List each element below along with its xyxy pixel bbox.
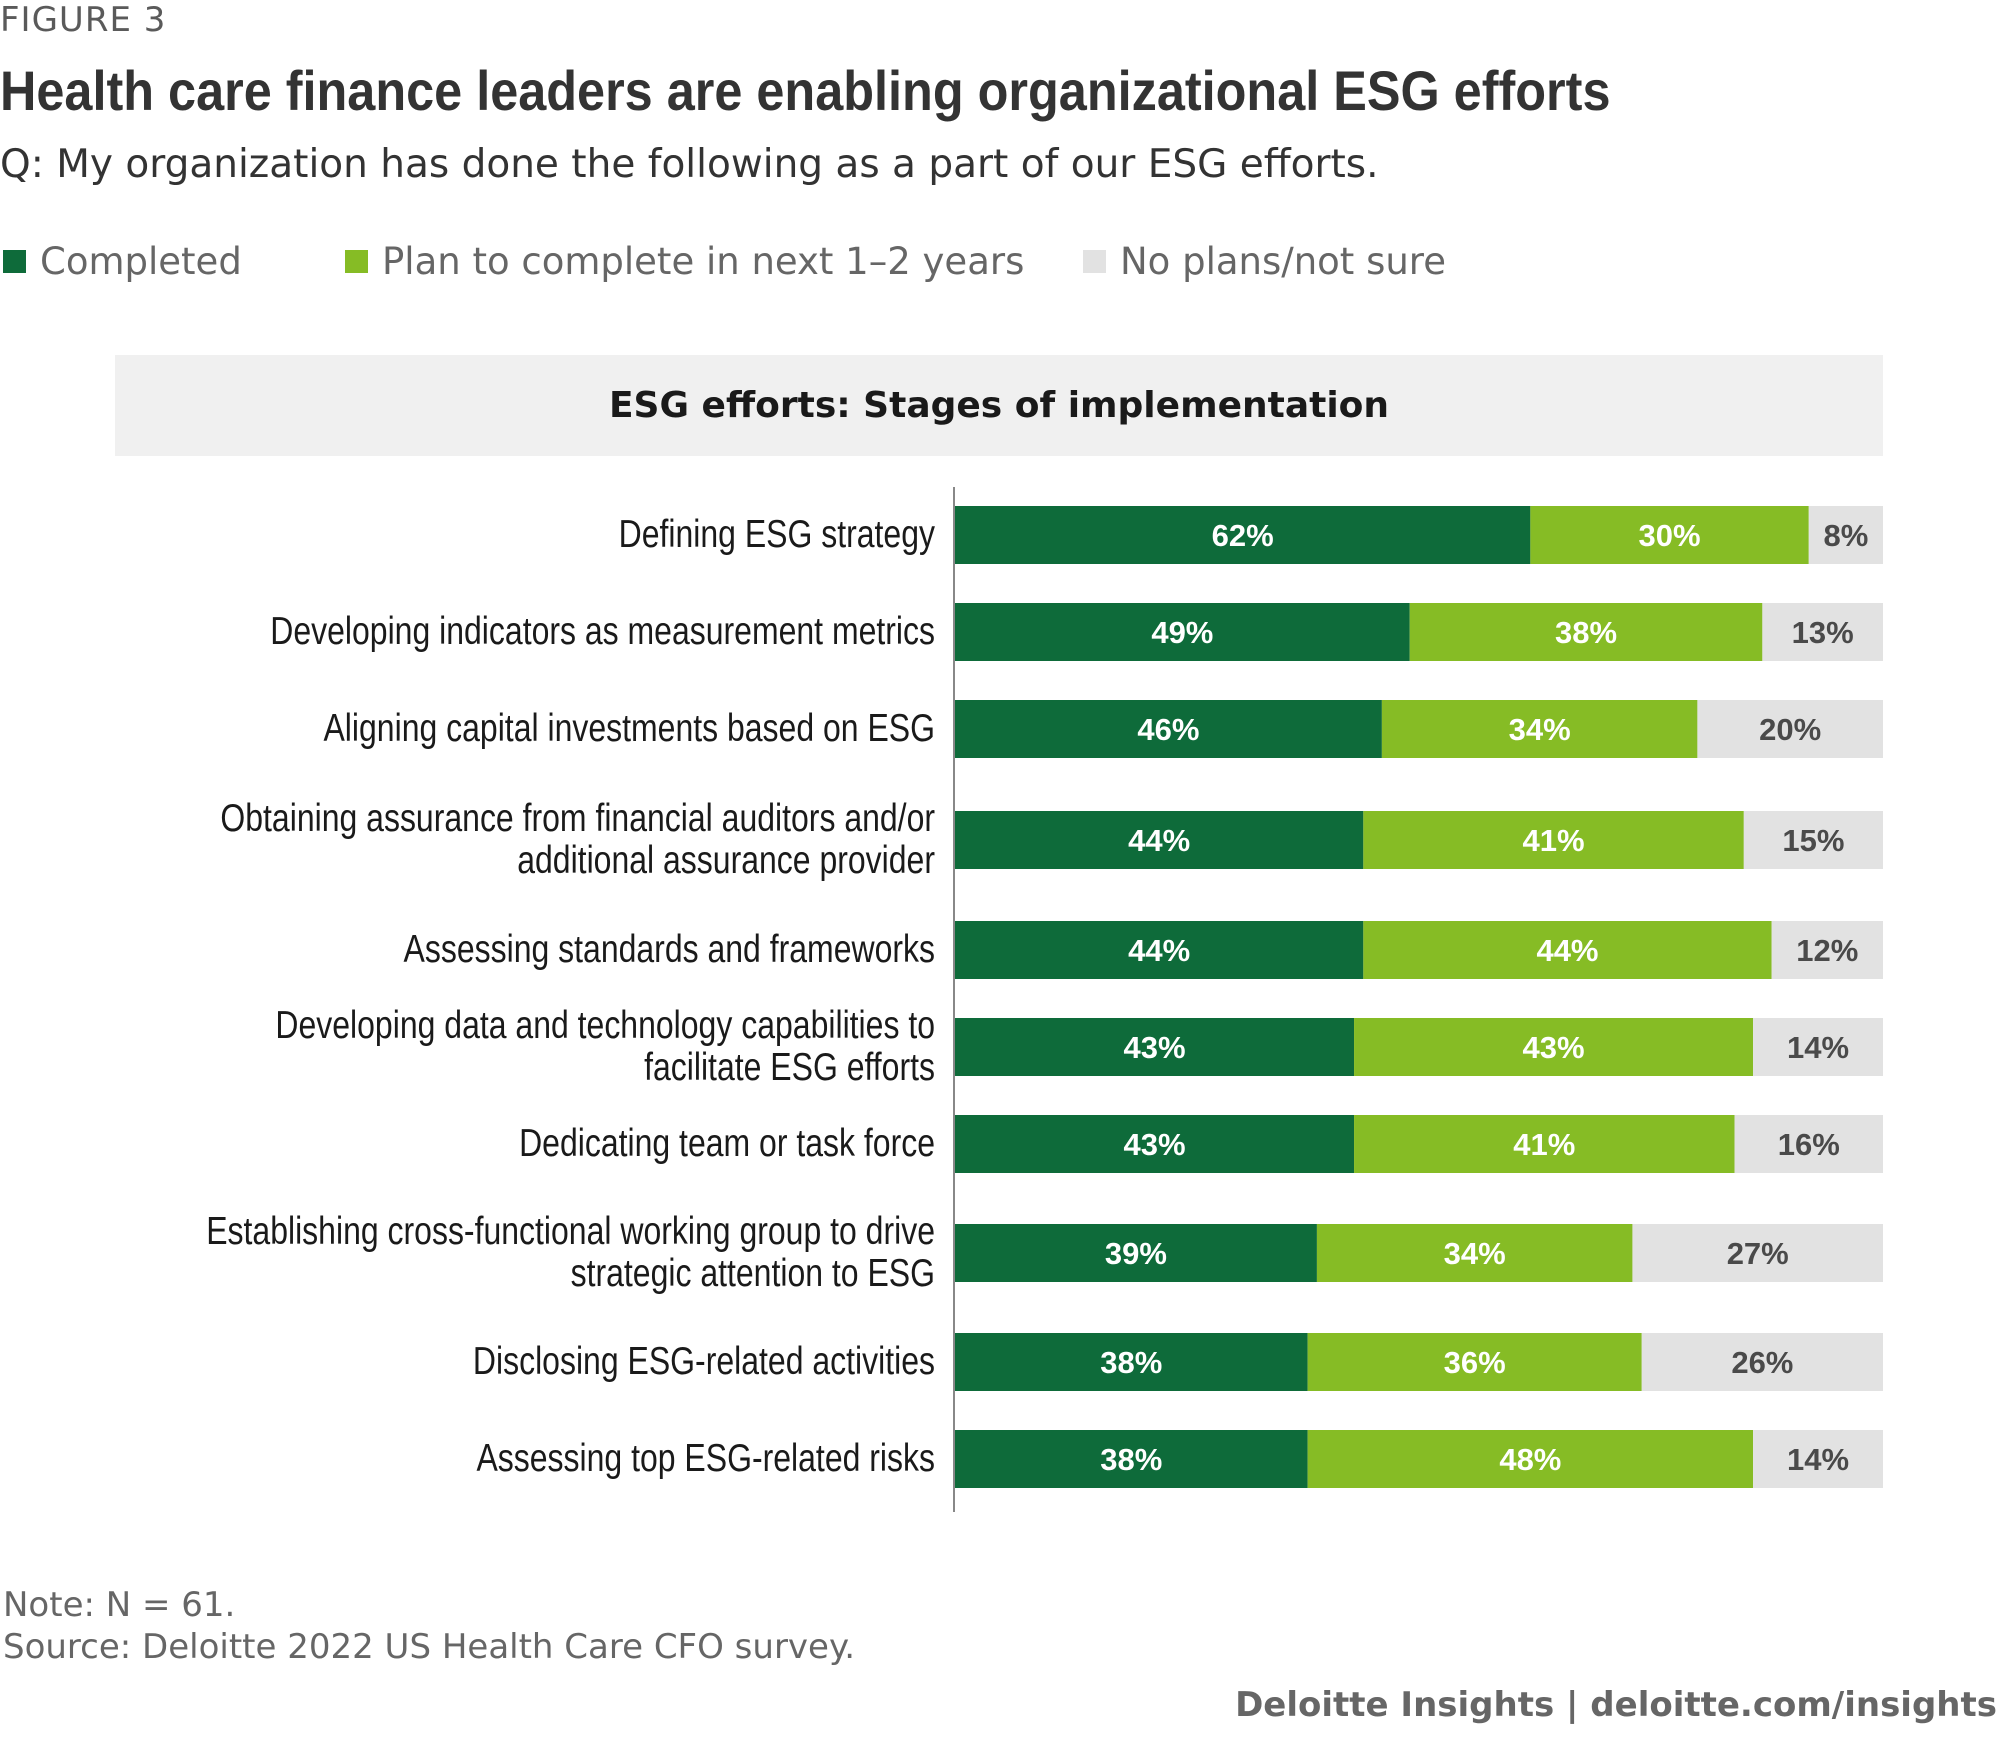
bar-segment — [955, 603, 1410, 661]
bar-segment — [1307, 1333, 1642, 1391]
data-label: 36% — [1444, 1345, 1506, 1380]
data-label: 13% — [1792, 615, 1854, 650]
category-label: Dedicating team or task force — [519, 1122, 935, 1165]
source: Source: Deloitte 2022 US Health Care CFO… — [3, 1627, 856, 1667]
bar-segment — [955, 811, 1364, 869]
category-label: Establishing cross-functional working gr… — [206, 1210, 936, 1295]
data-label: 39% — [1105, 1236, 1167, 1271]
category-label: Assessing standards and frameworks — [403, 928, 936, 971]
bar-segment — [955, 1224, 1317, 1282]
category-label: Developing indicators as measurement met… — [270, 610, 935, 653]
bar-segment — [1632, 1224, 1883, 1282]
legend-item-no-plans: No plans/not sure — [1083, 240, 1446, 283]
note: Note: N = 61. — [3, 1585, 236, 1625]
bar-segment — [955, 1333, 1308, 1391]
legend-label-plan: Plan to complete in next 1–2 years — [382, 240, 1025, 283]
bar-segment — [1409, 603, 1763, 661]
legend-item-plan: Plan to complete in next 1–2 years — [345, 240, 1024, 283]
data-label: 49% — [1151, 615, 1213, 650]
data-label: 41% — [1523, 823, 1585, 858]
data-label: 26% — [1731, 1345, 1793, 1380]
bar-segment — [1762, 603, 1883, 661]
bar-segment — [1753, 1430, 1883, 1488]
bar-segment — [1354, 1115, 1735, 1173]
bar-segment — [1697, 700, 1883, 758]
category-label: Aligning capital investments based on ES… — [323, 707, 935, 750]
bar-segment — [1808, 506, 1883, 564]
bar-segment — [1354, 1018, 1754, 1076]
chart-title: Health care finance leaders are enabling… — [0, 59, 1611, 122]
category-label: Obtaining assurance from financial audit… — [220, 797, 935, 882]
bar-segment — [1381, 700, 1698, 758]
bar-segment — [1743, 811, 1883, 869]
bar-segment — [955, 700, 1382, 758]
bar-segment — [955, 1430, 1308, 1488]
bar-segment — [955, 921, 1364, 979]
data-label: 14% — [1787, 1442, 1849, 1477]
legend-item-completed: Completed — [3, 240, 242, 283]
data-label: 15% — [1782, 823, 1844, 858]
data-label: 43% — [1123, 1030, 1185, 1065]
bar-segment — [1771, 921, 1883, 979]
panel-header: ESG efforts: Stages of implementation — [115, 355, 1883, 456]
bar-segment — [1316, 1224, 1633, 1282]
legend-label-no-plans: No plans/not sure — [1120, 240, 1446, 283]
legend-swatch-no-plans — [1083, 250, 1106, 273]
data-label: 44% — [1128, 933, 1190, 968]
data-label: 38% — [1100, 1345, 1162, 1380]
bar-segment — [1734, 1115, 1883, 1173]
data-label: 27% — [1727, 1236, 1789, 1271]
data-label: 38% — [1100, 1442, 1162, 1477]
chart-subtitle: Q: My organization has done the followin… — [0, 142, 1379, 187]
data-label: 16% — [1778, 1127, 1840, 1162]
category-label: Defining ESG strategy — [618, 513, 935, 556]
legend-swatch-completed — [3, 250, 26, 273]
data-label: 62% — [1212, 518, 1274, 553]
data-label: 48% — [1499, 1442, 1561, 1477]
data-label: 14% — [1787, 1030, 1849, 1065]
data-label: 30% — [1639, 518, 1701, 553]
bar-segment — [1363, 811, 1744, 869]
data-label: 12% — [1796, 933, 1858, 968]
bar-segment — [955, 506, 1531, 564]
category-label: Developing data and technology capabilit… — [275, 1004, 936, 1089]
bar-segment — [1530, 506, 1809, 564]
bar-segment — [1753, 1018, 1883, 1076]
bar-segment — [1307, 1430, 1754, 1488]
data-label: 34% — [1444, 1236, 1506, 1271]
data-label: 41% — [1513, 1127, 1575, 1162]
data-label: 34% — [1509, 712, 1571, 747]
figure-label: FIGURE 3 — [0, 0, 167, 40]
footer-credit: Deloitte Insights | deloitte.com/insight… — [1235, 1685, 1997, 1725]
bar-segment — [1641, 1333, 1883, 1391]
bar-segment — [955, 1115, 1355, 1173]
bar-segment — [1363, 921, 1772, 979]
legend-swatch-plan — [345, 250, 368, 273]
data-label: 43% — [1123, 1127, 1185, 1162]
data-label: 8% — [1823, 518, 1868, 553]
bar-segment — [955, 1018, 1355, 1076]
category-label: Disclosing ESG-related activities — [472, 1340, 935, 1383]
data-label: 44% — [1536, 933, 1598, 968]
category-label: Assessing top ESG-related risks — [476, 1437, 935, 1480]
data-label: 38% — [1555, 615, 1617, 650]
panel-title: ESG efforts: Stages of implementation — [608, 385, 1390, 426]
data-label: 46% — [1137, 712, 1199, 747]
legend-label-completed: Completed — [40, 240, 242, 283]
data-label: 44% — [1128, 823, 1190, 858]
data-label: 20% — [1759, 712, 1821, 747]
data-label: 43% — [1523, 1030, 1585, 1065]
